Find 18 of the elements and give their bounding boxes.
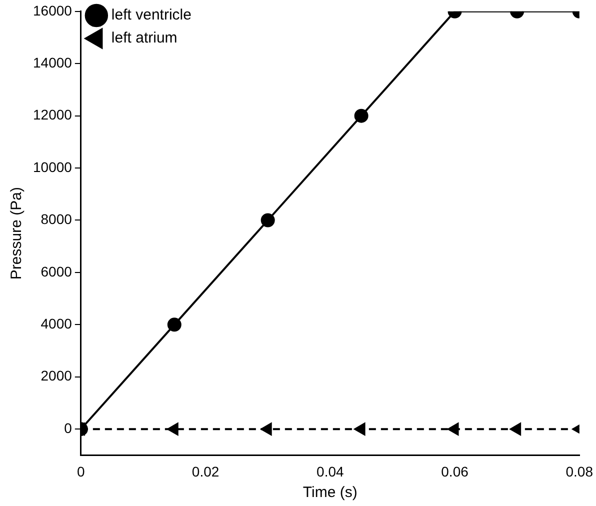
y-tick-label: 10000 <box>32 158 72 175</box>
y-tick-label: 12000 <box>32 106 72 123</box>
y-tick-label: 6000 <box>40 263 72 280</box>
x-tick-label: 0 <box>77 463 86 480</box>
x-tick-label: 0.02 <box>192 463 220 480</box>
x-tick-label: 0.06 <box>441 463 469 480</box>
y-tick-label: 4000 <box>40 316 72 332</box>
y-tick-label: 14000 <box>32 54 72 70</box>
x-tick-label: 0.04 <box>316 463 344 480</box>
legend-label: left atrium <box>111 30 178 47</box>
y-axis-title: Pressure (Pa) <box>8 187 26 280</box>
y-tick-label: 0 <box>64 420 72 436</box>
y-tick-label: 2000 <box>40 368 72 384</box>
legend-label: left ventricle <box>111 6 192 24</box>
y-tick-label: 16000 <box>32 2 72 18</box>
x-tick-label: 0.08 <box>566 463 594 480</box>
x-axis-title: Time (s) <box>302 484 358 502</box>
y-tick-label: 8000 <box>40 211 72 228</box>
